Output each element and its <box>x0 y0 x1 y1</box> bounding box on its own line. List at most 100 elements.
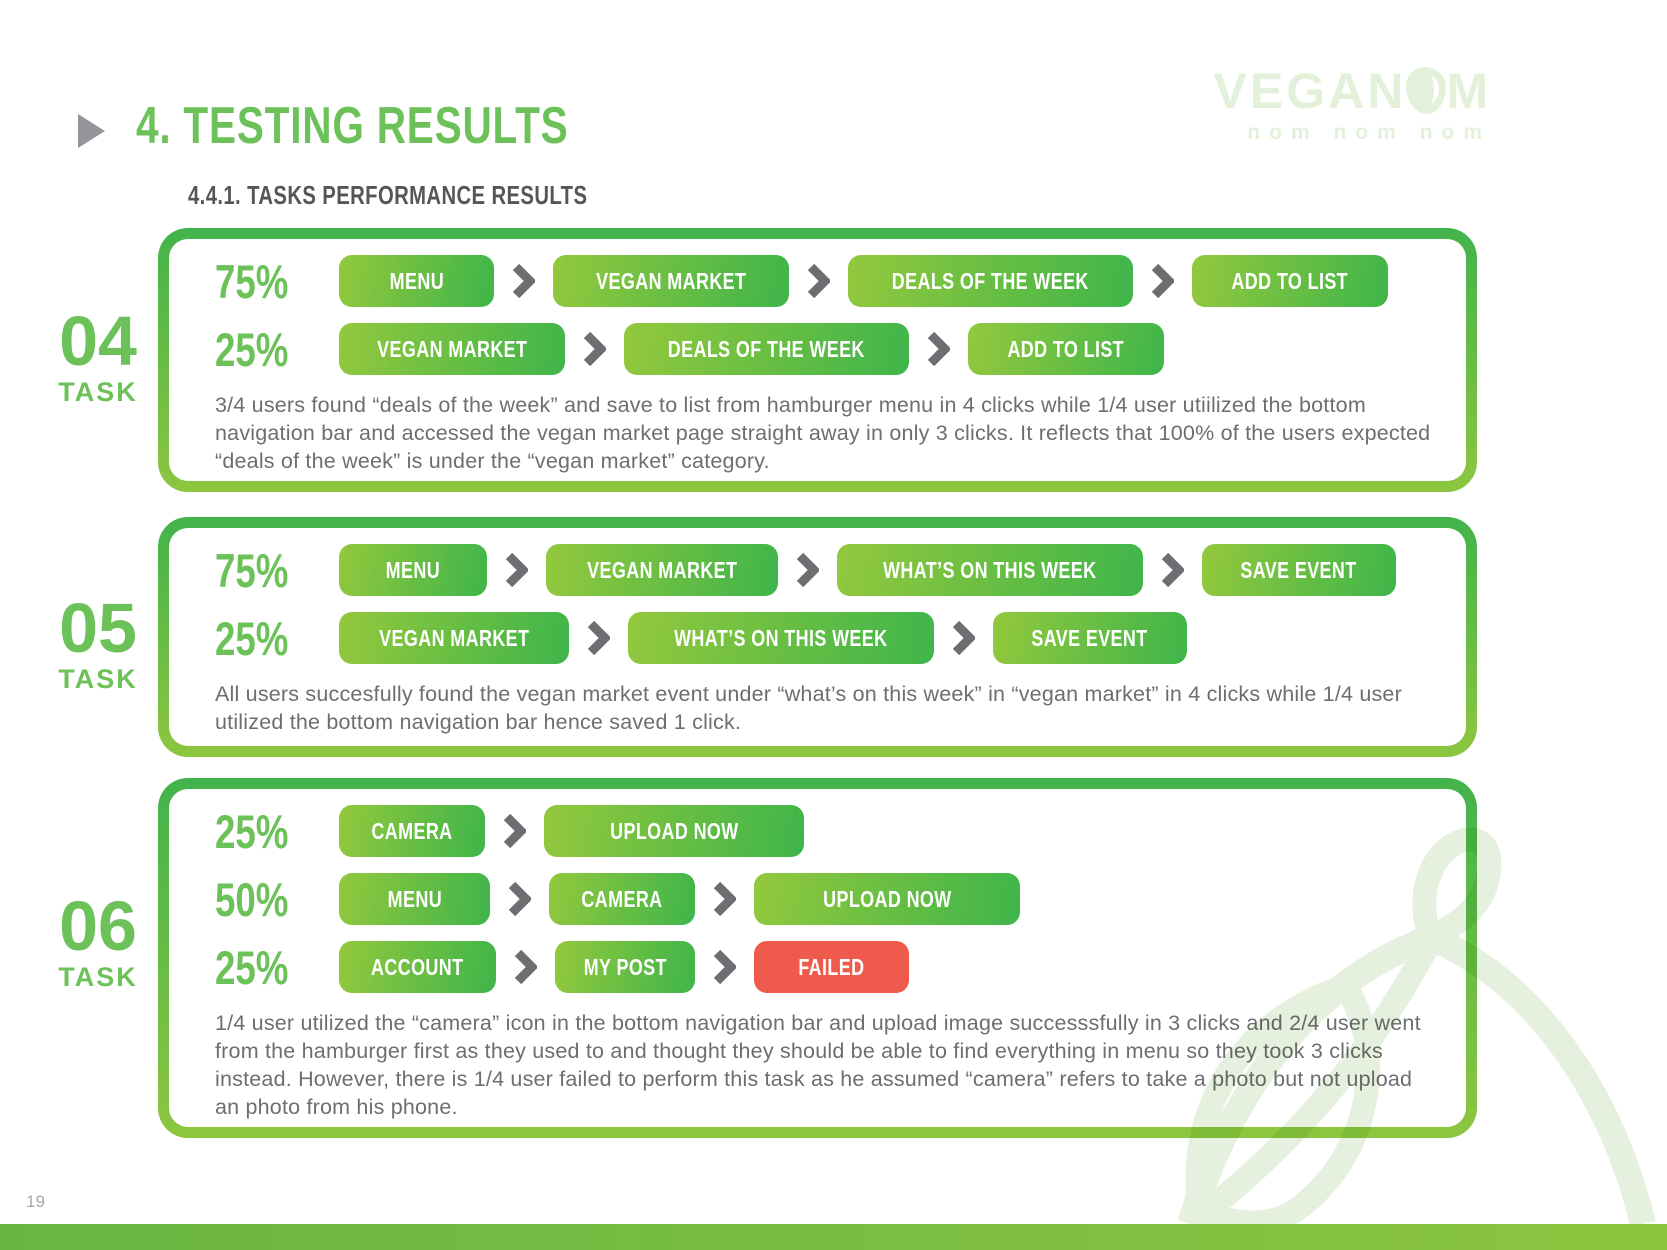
percent-text: 25% <box>215 804 289 858</box>
logo-tagline: nom nom nom <box>1247 121 1491 144</box>
chevron-right-icon <box>583 332 606 366</box>
flow-step-button: VEGAN MARKET <box>553 255 789 307</box>
bottom-accent-bar <box>0 1224 1667 1250</box>
task-row-percent: 75% <box>215 543 321 598</box>
logo-text-vegan: VEGAN <box>1213 63 1407 119</box>
chevron-right-icon <box>514 950 537 984</box>
flow-step-label: ADD TO LIST <box>1007 335 1124 362</box>
task-row-percent: 25% <box>215 940 321 995</box>
flow-step-label: VEGAN MARKET <box>595 267 747 294</box>
chevron-right-icon <box>807 264 830 298</box>
task-row-percent: 25% <box>215 804 321 859</box>
flow-step-label: VEGAN MARKET <box>378 624 530 651</box>
page-subtitle-text: 4.4.1. TASKS PERFORMANCE RESULTS <box>188 180 588 210</box>
flow-step-button: VEGAN MARKET <box>339 612 569 664</box>
chevron-right-icon <box>1151 264 1174 298</box>
task-05-side-label: 05 TASK <box>46 593 150 695</box>
flow-step-button: DEALS OF THE WEEK <box>624 323 909 375</box>
task-06-side-label: 06 TASK <box>46 887 150 993</box>
flow-step-label: DEALS OF THE WEEK <box>667 335 865 362</box>
percent-text: 25% <box>215 611 289 665</box>
chevron-right-icon <box>796 553 819 587</box>
flow-step-button: CAMERA <box>339 805 485 857</box>
page-title: 4. TESTING RESULTS <box>136 96 690 156</box>
flow-step-button: ADD TO LIST <box>967 323 1164 375</box>
page-subtitle: 4.4.1. TASKS PERFORMANCE RESULTS <box>188 180 700 211</box>
flow-step-button: MY POST <box>555 941 695 993</box>
flow-step-button: SAVE EVENT <box>1201 544 1396 596</box>
flow-step-label: MENU <box>385 556 441 583</box>
flow-step-label: SAVE EVENT <box>1240 556 1357 583</box>
task-06-row-3: 25% ACCOUNT MY POST FAILED <box>215 940 1438 995</box>
task-04-row-2: 25% VEGAN MARKET DEALS OF THE WEEK ADD T… <box>215 322 1438 377</box>
task-06-row-2: 50% MENU CAMERA UPLOAD NOW <box>215 872 1438 927</box>
section-bullet-icon <box>78 114 105 148</box>
task-row-percent: 50% <box>215 872 321 927</box>
task-05-description: All users succesfully found the vegan ma… <box>215 682 1402 735</box>
task-05-row-2: 25% VEGAN MARKET WHAT’S ON THIS WEEK SAV… <box>215 611 1438 666</box>
chevron-right-icon <box>505 553 528 587</box>
flow-step-failed-button: FAILED <box>754 941 909 993</box>
flow-step-button: WHAT’S ON THIS WEEK <box>628 612 934 664</box>
veganom-logo: VEGAN M nom nom nom <box>1214 66 1491 145</box>
task-06-row-1: 25% CAMERA UPLOAD NOW <box>215 804 1438 859</box>
flow-step-label: UPLOAD NOW <box>609 817 739 844</box>
chevron-right-icon <box>1161 553 1184 587</box>
flow-step-button: MENU <box>339 873 490 925</box>
flow-step-button: UPLOAD NOW <box>544 805 804 857</box>
page-title-text: 4. TESTING RESULTS <box>136 97 569 155</box>
logo-text-m: M <box>1446 63 1491 119</box>
chevron-right-icon <box>587 621 610 655</box>
percent-text: 50% <box>215 872 289 926</box>
task-row-percent: 25% <box>215 611 321 666</box>
chevron-right-icon <box>713 882 736 916</box>
flow-step-button: DEALS OF THE WEEK <box>848 255 1133 307</box>
flow-step-label: MENU <box>387 885 442 912</box>
task-number: 06 <box>59 887 137 965</box>
task-row-percent: 75% <box>215 254 321 309</box>
flow-step-button: MENU <box>339 544 487 596</box>
chevron-right-icon <box>713 950 736 984</box>
task-04-description: 3/4 users found “deals of the week” and … <box>215 393 1431 474</box>
chevron-right-icon <box>508 882 531 916</box>
task-row-percent: 25% <box>215 322 321 377</box>
flow-step-label: VEGAN MARKET <box>376 335 528 362</box>
flow-step-button: ACCOUNT <box>339 941 496 993</box>
flow-step-label: ACCOUNT <box>371 953 464 980</box>
task-04-box: 75% MENU VEGAN MARKET DEALS OF THE WEEK … <box>158 228 1477 492</box>
percent-text: 75% <box>215 254 289 308</box>
task-06-description: 1/4 user utilized the “camera” icon in t… <box>215 1011 1421 1120</box>
task-word: TASK <box>58 961 138 992</box>
percent-text: 25% <box>215 322 289 376</box>
task-word: TASK <box>58 376 138 407</box>
flow-step-label: CAMERA <box>581 885 663 912</box>
task-06-box: 25% CAMERA UPLOAD NOW 50% MENU CAMERA UP… <box>158 778 1477 1138</box>
flow-step-button: WHAT’S ON THIS WEEK <box>837 544 1143 596</box>
chevron-right-icon <box>512 264 535 298</box>
task-04-side-label: 04 TASK <box>46 302 150 408</box>
flow-step-label: MENU <box>389 267 444 294</box>
chevron-right-icon <box>952 621 975 655</box>
flow-step-button: SAVE EVENT <box>992 612 1187 664</box>
flow-step-button: CAMERA <box>549 873 695 925</box>
flow-step-label: CAMERA <box>371 817 453 844</box>
chevron-right-icon <box>503 814 526 848</box>
task-number: 04 <box>59 302 137 380</box>
flow-step-label: VEGAN MARKET <box>586 556 738 583</box>
flow-step-label: DEALS OF THE WEEK <box>891 267 1089 294</box>
flow-step-label: FAILED <box>798 953 865 980</box>
flow-step-button: VEGAN MARKET <box>339 323 565 375</box>
flow-step-button: UPLOAD NOW <box>754 873 1020 925</box>
flow-step-label: SAVE EVENT <box>1031 624 1148 651</box>
flow-step-label: WHAT’S ON THIS WEEK <box>674 624 888 651</box>
flow-step-button: VEGAN MARKET <box>546 544 778 596</box>
flow-step-button: ADD TO LIST <box>1191 255 1388 307</box>
percent-text: 25% <box>215 940 289 994</box>
page-number: 19 <box>26 1192 45 1211</box>
avocado-o-icon <box>1406 67 1447 114</box>
chevron-right-icon <box>927 332 950 366</box>
task-word: TASK <box>58 663 138 694</box>
flow-step-label: UPLOAD NOW <box>822 885 952 912</box>
flow-step-label: MY POST <box>583 953 667 980</box>
